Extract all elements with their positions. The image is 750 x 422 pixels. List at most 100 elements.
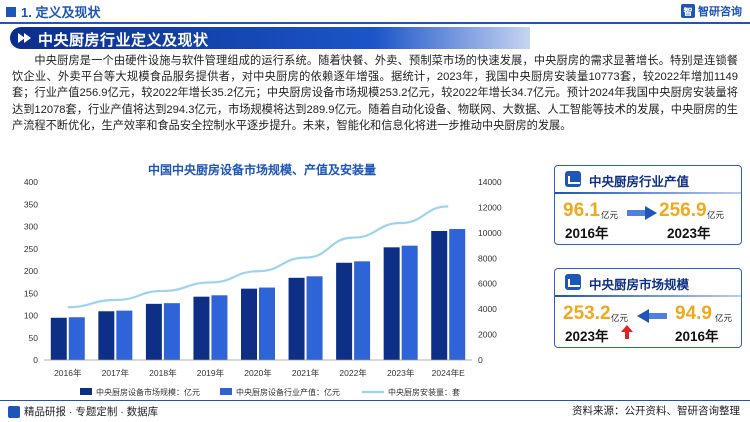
installations-line xyxy=(67,205,449,309)
bar-market xyxy=(50,317,67,360)
y-axis-left: 0 50 100 150 200 250 300 350 400 xyxy=(24,177,38,365)
chevron-right-icon-2 xyxy=(24,33,31,43)
market-chart: 中国中央厨房设备市场规模、产值及安装量 0 50 100 150 200 250 300 35… xyxy=(24,162,502,397)
card-header: 中央厨房行业产值 xyxy=(555,166,741,194)
page-title: 中央厨房行业定义及现状 xyxy=(38,32,209,49)
bar-market xyxy=(383,247,400,360)
footer: 精品研报 · 专题定制 · 数据库 资料来源：公开资料、智研咨询整理 xyxy=(0,400,750,422)
brand-icon xyxy=(8,405,20,418)
legend-swatch xyxy=(220,388,232,395)
logo-text: 智研咨询 xyxy=(698,6,742,18)
bar-output xyxy=(68,317,85,360)
y-left-tick-label: 150 xyxy=(24,288,38,298)
legend-swatch xyxy=(80,388,92,395)
card-divider xyxy=(555,192,741,194)
output-2016-value: 96.1 xyxy=(563,200,600,221)
x-tick-label: 2023年 xyxy=(387,368,415,378)
y-left-tick-label: 250 xyxy=(24,244,38,254)
intro-paragraph: 中央厨房是一个由硬件设施与软件管理组成的运行系统。随着快餐、外卖、预制菜市场的快… xyxy=(12,55,738,132)
y-right-tick-label: 2000 xyxy=(478,330,497,340)
arrow-left-icon xyxy=(637,309,667,323)
x-tick-label: 2021年 xyxy=(292,368,320,378)
header-divider xyxy=(0,22,750,24)
legend-label: 中央厨房设备行业产值：亿元 xyxy=(236,387,340,397)
x-tick-label: 2022年 xyxy=(339,368,367,378)
section-title: 1. 定义及现状 xyxy=(21,5,101,20)
output-2016-unit: 亿元 xyxy=(601,210,619,220)
y-right-tick-label: 10000 xyxy=(478,228,502,238)
card-title: 中央厨房市场规模 xyxy=(589,278,690,292)
bar-output xyxy=(449,229,466,360)
market-2016-value: 94.9 xyxy=(675,303,712,324)
footer-divider xyxy=(0,400,750,401)
y-right-tick-label: 14000 xyxy=(478,177,502,187)
chart-icon xyxy=(565,274,581,290)
chevron-right-icon xyxy=(18,33,25,43)
section-square-icon xyxy=(6,6,16,17)
bar-output xyxy=(306,276,323,360)
bar-output xyxy=(163,303,180,360)
bar-output xyxy=(354,261,371,360)
market-2016-unit: 亿元 xyxy=(715,313,733,323)
y-right-tick-label: 4000 xyxy=(478,304,497,314)
arrow-right-icon xyxy=(627,206,657,220)
brand-logo: 智 智研咨询 xyxy=(681,3,742,19)
output-card: 中央厨房行业产值 96.1 亿元 2016年 256.9 亿元 2023年 xyxy=(554,165,742,245)
source-note: 资料来源：公开资料、智研咨询整理 xyxy=(572,405,740,417)
bar-market xyxy=(336,262,353,360)
x-axis: 2016年 2017年 2018年 2019年 2020年 2021年 2022年 2023年… xyxy=(44,359,472,378)
footer-tagline: 精品研报 · 专题定制 · 数据库 xyxy=(24,406,159,418)
market-2016-year: 2016年 xyxy=(675,329,719,344)
section-heading: 1. 定义及现状 xyxy=(6,2,100,21)
legend-label: 中央厨房安装量：套 xyxy=(388,387,460,397)
page-banner: 中央厨房行业定义及现状 xyxy=(10,27,530,49)
chart-title: 中国中央厨房设备市场规模、产值及安装量 xyxy=(148,162,376,177)
x-tick-label: 2016年 xyxy=(54,368,82,378)
legend-label: 中央厨房设备市场规模：亿元 xyxy=(96,387,200,397)
bar-market xyxy=(288,277,305,360)
chart-legend: 中央厨房设备市场规模：亿元 中央厨房设备行业产值：亿元 中央厨房安装量：套 xyxy=(80,387,460,397)
bar-output xyxy=(211,295,228,360)
card-divider xyxy=(555,295,741,297)
output-2023-unit: 亿元 xyxy=(707,210,725,220)
logo-mark-icon: 智 xyxy=(681,4,695,18)
y-right-tick-label: 6000 xyxy=(478,279,497,289)
footer-left: 精品研报 · 专题定制 · 数据库 xyxy=(8,404,158,419)
output-2023-value: 256.9 xyxy=(659,200,707,221)
x-tick-label: 2020年 xyxy=(244,368,272,378)
y-left-tick-label: 350 xyxy=(24,199,38,209)
y-left-tick-label: 0 xyxy=(33,355,38,365)
x-tick-label: 2017年 xyxy=(102,368,130,378)
y-left-tick-label: 50 xyxy=(29,333,39,343)
output-2023-year: 2023年 xyxy=(667,226,711,241)
red-up-arrow-icon xyxy=(621,325,633,339)
bar-market xyxy=(98,311,115,360)
bar-output xyxy=(259,287,275,360)
market-2023-year: 2023年 xyxy=(565,329,609,344)
bar-market xyxy=(193,296,210,360)
bar-market xyxy=(431,230,448,360)
market-2023-value: 253.2 xyxy=(563,303,611,324)
market-card: 中央厨房市场规模 253.2 亿元 2023年 94.9 亿元 2016年 xyxy=(554,268,742,348)
bar-output xyxy=(116,310,133,360)
y-left-tick-label: 200 xyxy=(24,266,38,276)
y-left-tick-label: 300 xyxy=(24,222,38,232)
y-axis-right: 0 2000 4000 6000 8000 10000 12000 14000 xyxy=(478,177,502,365)
chart-icon xyxy=(565,171,581,187)
x-tick-label: 2018年 xyxy=(149,368,177,378)
y-left-tick-label: 400 xyxy=(24,177,38,187)
bar-market xyxy=(241,288,257,360)
bar-output xyxy=(401,245,418,360)
card-title: 中央厨房行业产值 xyxy=(589,175,690,189)
x-tick-label: 2024年E xyxy=(432,368,465,378)
market-2023-unit: 亿元 xyxy=(611,313,629,323)
top-bar: 1. 定义及现状 智 智研咨询 xyxy=(0,0,750,22)
y-left-tick-label: 100 xyxy=(24,311,38,321)
y-right-tick-label: 12000 xyxy=(478,202,502,212)
y-right-tick-label: 0 xyxy=(478,355,483,365)
y-right-tick-label: 8000 xyxy=(478,253,497,263)
card-header: 中央厨房市场规模 xyxy=(555,269,741,297)
bar-market xyxy=(145,303,162,360)
output-2016-year: 2016年 xyxy=(565,226,609,241)
x-tick-label: 2019年 xyxy=(197,368,225,378)
